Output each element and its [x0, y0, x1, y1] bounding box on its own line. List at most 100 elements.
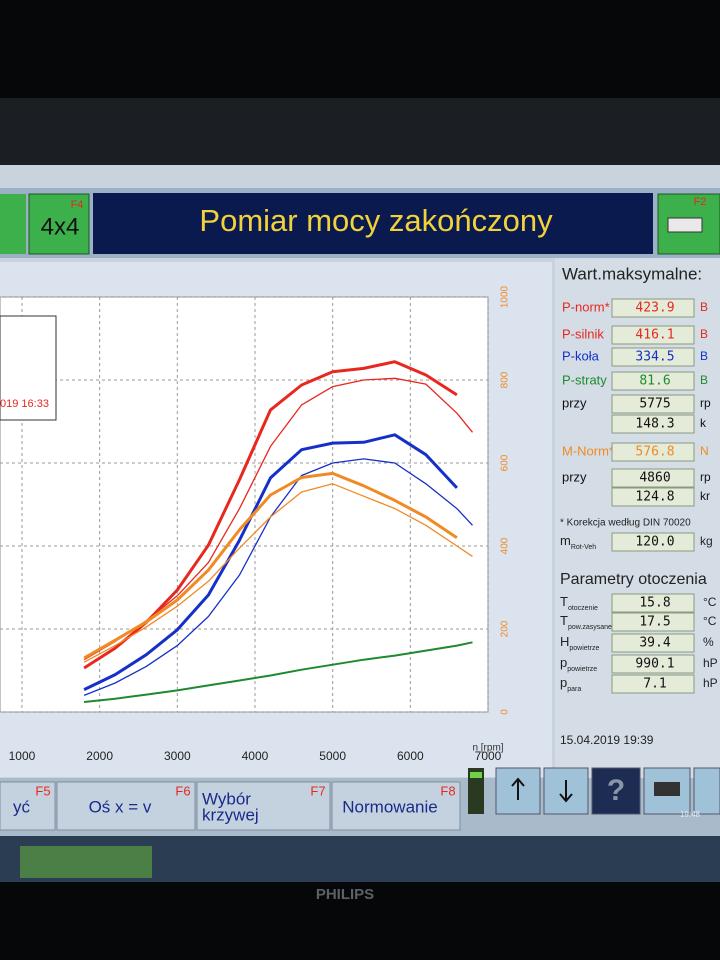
x-tick-label: 7000 — [475, 749, 502, 763]
row-label: przy — [562, 395, 587, 410]
panel-title: Wart.maksymalne: — [562, 264, 702, 283]
y2-tick-label: 800 — [500, 371, 511, 388]
symbol-sub: powietrze — [567, 666, 597, 673]
button[interactable] — [693, 767, 720, 815]
value: 334.5 — [635, 350, 674, 365]
x-tick-label: 6000 — [397, 749, 424, 763]
symbol-main: p — [560, 655, 567, 670]
value: 39.4 — [639, 636, 670, 651]
button[interactable] — [0, 194, 26, 254]
unit: rp — [700, 470, 711, 484]
x-axis-label: n [rpm] — [472, 743, 503, 754]
row-label: M-Norm* — [562, 443, 614, 458]
symbol: mRot-Veh — [560, 533, 596, 550]
meter-led — [470, 772, 482, 778]
unit: N — [700, 444, 709, 458]
value-box — [611, 593, 695, 613]
symbol: Totoczenie — [560, 594, 598, 611]
function-button[interactable] — [196, 781, 331, 831]
symbol-main: m — [560, 533, 571, 548]
plot-area — [0, 296, 489, 713]
value: 124.8 — [635, 490, 674, 505]
unit: B — [700, 373, 708, 387]
line-series — [83, 458, 473, 697]
unit: kg — [700, 534, 713, 548]
symbol-main: p — [560, 675, 567, 690]
unit: hP — [703, 676, 718, 690]
symbol-main: T — [560, 613, 568, 628]
value-box — [611, 532, 695, 552]
symbol-main: T — [560, 594, 568, 609]
unit: k — [700, 416, 707, 430]
button-help[interactable] — [591, 767, 641, 815]
value-box — [611, 633, 695, 653]
x-tick-label: 4000 — [242, 749, 269, 763]
value: 120.0 — [635, 535, 674, 550]
symbol-sub: otoczenie — [568, 605, 598, 612]
value-box — [611, 442, 695, 462]
key-label: F7 — [310, 783, 325, 798]
value-box — [611, 414, 695, 434]
function-button[interactable] — [0, 781, 56, 831]
unit: B — [700, 300, 708, 314]
key-label: F8 — [440, 783, 455, 798]
task-item[interactable] — [20, 846, 152, 878]
unit: B — [700, 349, 708, 363]
function-button[interactable] — [331, 781, 461, 831]
y2-tick-label: 1000 — [500, 285, 511, 308]
value-box — [611, 298, 695, 318]
button-4x4[interactable] — [28, 193, 90, 255]
x-tick-label: 1000 — [9, 749, 36, 763]
function-button[interactable] — [56, 781, 196, 831]
key-label: F4 — [71, 199, 84, 211]
value: 576.8 — [635, 445, 674, 460]
value: 148.3 — [635, 417, 674, 432]
value-box — [611, 612, 695, 632]
symbol-sub: para — [567, 686, 581, 693]
line-series — [83, 433, 458, 691]
line-series — [83, 471, 458, 660]
date: 15.04.2019 19:39 — [560, 733, 654, 747]
button-label: 4x4 — [41, 213, 80, 240]
value-box — [611, 654, 695, 674]
value: 81.6 — [639, 374, 670, 389]
row-label: P-straty — [562, 372, 607, 387]
symbol: Tpow.zasysane — [560, 613, 612, 630]
value: 15.8 — [639, 596, 670, 611]
value-box — [611, 674, 695, 694]
note: * Korekcja według DIN 70020 — [560, 518, 691, 529]
symbol-sub: powietrze — [569, 645, 599, 652]
symbol-sub: pow.zasysane — [568, 624, 612, 631]
row-label: P-koła — [562, 348, 600, 363]
value-box — [611, 394, 695, 414]
icon-up — [511, 777, 525, 800]
value-box — [611, 325, 695, 345]
unit: °C — [703, 614, 717, 628]
value: 5775 — [639, 397, 670, 412]
button-label: Normowanie — [342, 797, 437, 816]
value-box — [611, 468, 695, 488]
value: 4860 — [639, 471, 670, 486]
row-label: P-silnik — [562, 326, 604, 341]
button-label: Wybór — [202, 789, 251, 808]
symbol: Hpowietrze — [560, 634, 599, 651]
line-series — [83, 641, 473, 703]
legend-box — [0, 315, 57, 421]
value: 7.1 — [643, 677, 666, 692]
value: 17.5 — [639, 615, 670, 630]
title-bar — [93, 193, 653, 254]
unit: hP — [703, 656, 718, 670]
key-label: F2 — [694, 196, 707, 208]
icon — [667, 217, 703, 233]
symbol-main: H — [560, 634, 569, 649]
plot: 1000 2000 3000 4000 5000 6000 7000 0 200 400 600 80… — [0, 285, 511, 763]
value: 416.1 — [635, 328, 674, 343]
y2-tick-label: 200 — [500, 620, 511, 637]
icon-help: ? — [607, 774, 625, 807]
unit: B — [700, 327, 708, 341]
unit: °C — [703, 595, 717, 609]
key-label: F6 — [175, 783, 190, 798]
icon-print — [654, 782, 680, 796]
